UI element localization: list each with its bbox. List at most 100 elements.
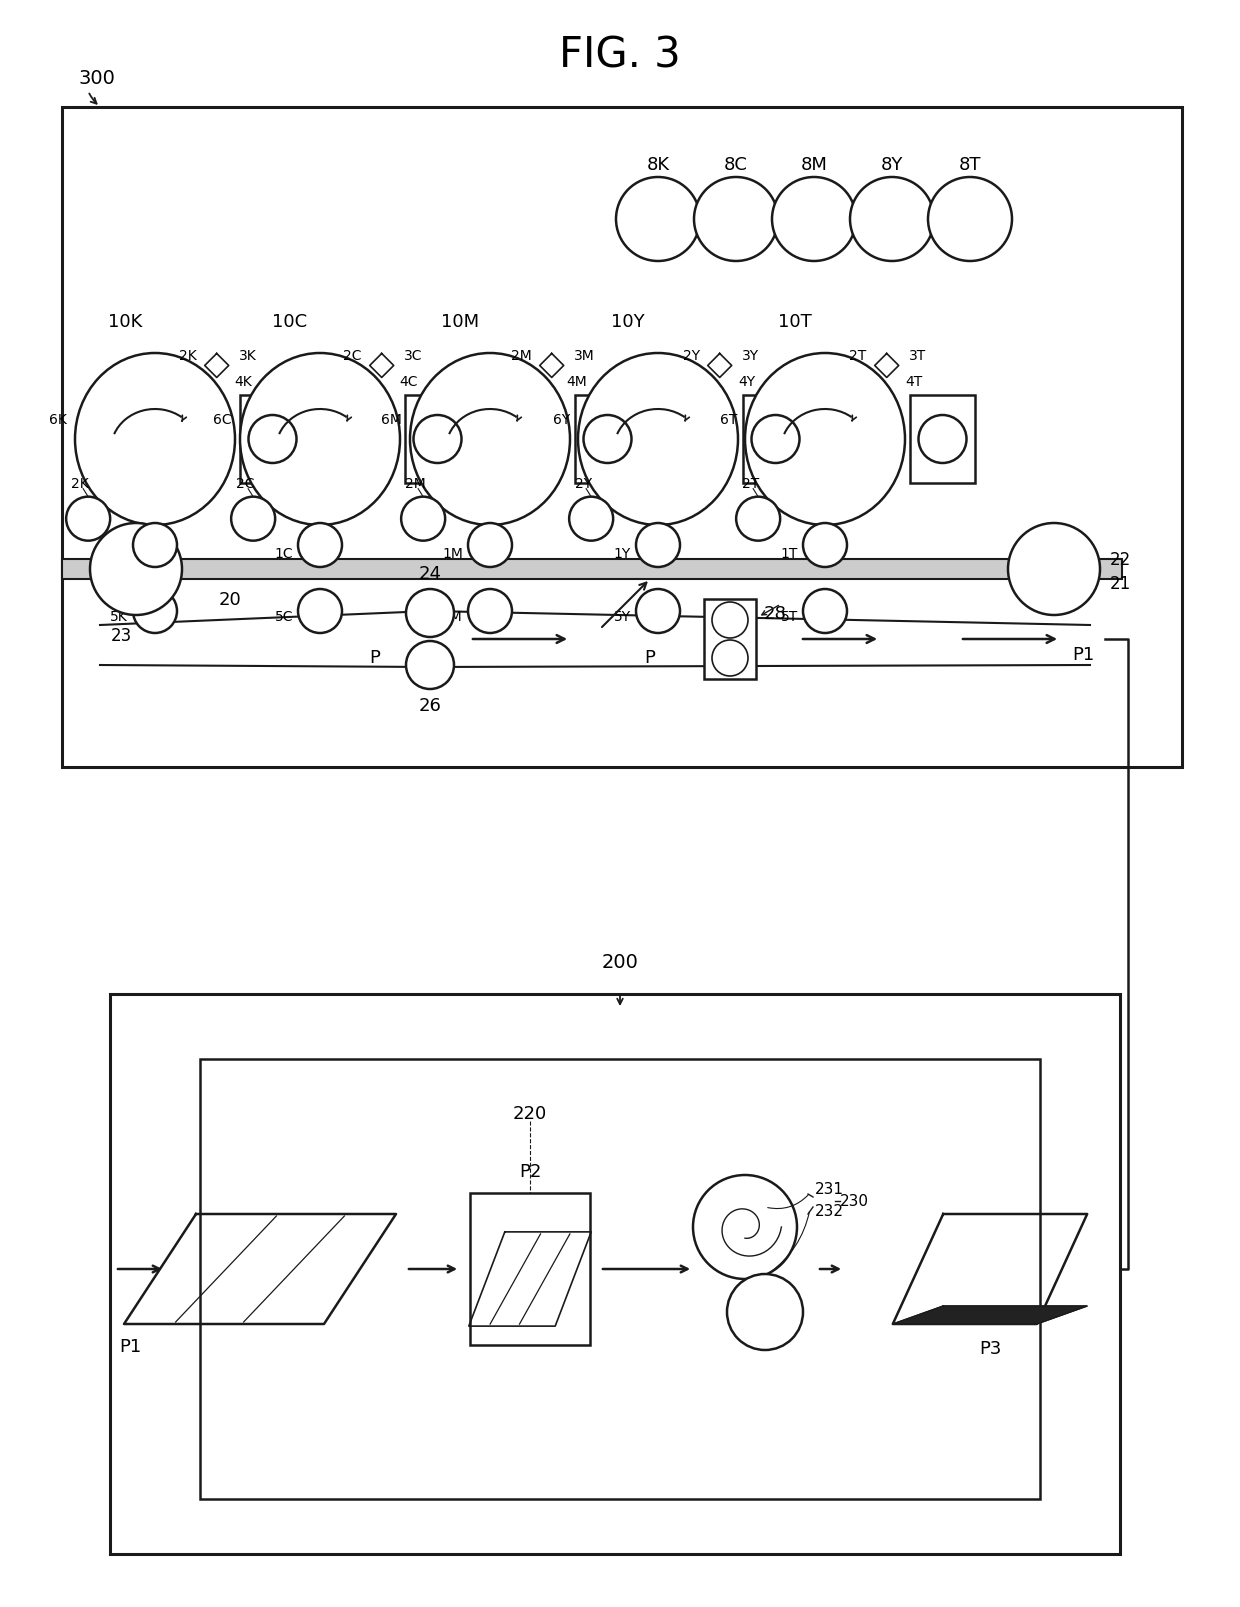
Text: FIG. 3: FIG. 3 [559,34,681,76]
Polygon shape [124,1215,396,1324]
Bar [910,395,975,484]
Text: 5K: 5K [110,609,128,624]
Polygon shape [370,354,394,378]
Circle shape [402,497,445,542]
Circle shape [413,416,461,464]
Text: 8Y: 8Y [880,156,903,174]
Circle shape [467,524,512,567]
Circle shape [636,524,680,567]
Circle shape [849,178,934,262]
Text: 2M: 2M [404,476,425,490]
Text: 8M: 8M [801,156,827,174]
Text: 2K: 2K [179,349,197,363]
Bar [570,339,746,530]
Circle shape [804,590,847,633]
Text: 2T: 2T [849,349,867,363]
Text: 10T: 10T [779,313,812,331]
Bar [232,339,408,530]
Text: 10K: 10K [108,313,143,331]
Bar [405,395,470,484]
Text: 10M: 10M [441,313,479,331]
Bar [737,339,913,530]
Text: 1Y: 1Y [614,546,631,561]
Text: 220: 220 [513,1104,547,1122]
Circle shape [737,497,780,542]
Circle shape [133,590,177,633]
Polygon shape [874,354,899,378]
Text: 6K: 6K [50,413,67,427]
Bar [67,339,243,530]
Text: 3T: 3T [909,349,926,363]
Text: 2T: 2T [742,476,759,490]
Text: 6C: 6C [213,413,232,427]
Circle shape [248,416,296,464]
Circle shape [467,590,512,633]
Circle shape [919,416,966,464]
Text: 1C: 1C [274,546,293,561]
Text: P3: P3 [978,1339,1001,1358]
Text: 10Y: 10Y [611,313,645,331]
Circle shape [727,1274,804,1350]
Text: 23: 23 [110,627,131,644]
Polygon shape [708,354,732,378]
Text: P2: P2 [518,1162,541,1180]
Text: 1T: 1T [781,546,799,561]
Circle shape [298,590,342,633]
Text: P: P [370,649,381,667]
Text: 8T: 8T [959,156,981,174]
Text: 26: 26 [419,696,441,715]
Text: 28: 28 [764,604,787,622]
Polygon shape [893,1306,1087,1324]
Polygon shape [469,1233,591,1326]
Circle shape [1008,524,1100,615]
Polygon shape [893,1215,1087,1324]
Text: P1: P1 [1073,646,1094,664]
Bar [62,559,1122,580]
Text: 300: 300 [78,69,115,87]
Ellipse shape [410,354,570,525]
Circle shape [616,178,701,262]
Text: 10C: 10C [273,313,308,331]
Text: 231: 231 [815,1181,844,1197]
Text: 5M: 5M [443,609,463,624]
Text: 8K: 8K [646,156,670,174]
Text: 4M: 4M [567,374,588,389]
Bar [62,108,1182,768]
Text: 5Y: 5Y [614,609,631,624]
Text: 230: 230 [839,1194,869,1208]
Circle shape [751,416,800,464]
Text: 3M: 3M [574,349,594,363]
Circle shape [405,590,454,638]
Bar [704,599,756,680]
Text: 6M: 6M [381,413,402,427]
Circle shape [584,416,631,464]
Circle shape [712,603,748,638]
Text: 232: 232 [815,1204,844,1218]
Text: 200: 200 [601,953,639,972]
Bar [200,1059,1040,1499]
Text: P: P [645,649,656,667]
Circle shape [231,497,275,542]
Circle shape [636,590,680,633]
Circle shape [298,524,342,567]
Text: 2K: 2K [71,476,89,490]
Circle shape [66,497,110,542]
Ellipse shape [241,354,401,525]
Ellipse shape [745,354,905,525]
Circle shape [569,497,613,542]
Text: 4K: 4K [234,374,253,389]
Text: 4T: 4T [905,374,923,389]
Circle shape [804,524,847,567]
Bar [575,395,640,484]
Text: 22: 22 [1110,551,1131,569]
Text: 2C: 2C [343,349,362,363]
Bar [241,395,305,484]
Text: 2M: 2M [511,349,532,363]
Circle shape [694,178,777,262]
Bar [110,995,1120,1554]
Ellipse shape [578,354,738,525]
Circle shape [133,524,177,567]
Text: 3Y: 3Y [742,349,759,363]
Text: 2Y: 2Y [574,476,591,490]
Polygon shape [205,354,228,378]
